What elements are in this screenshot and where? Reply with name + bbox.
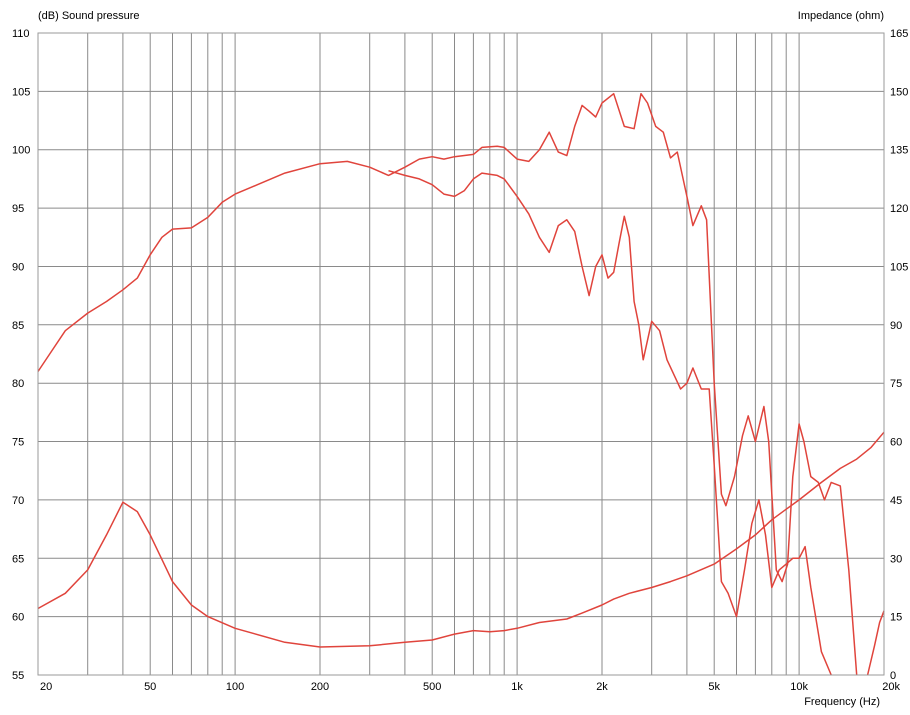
tick-labels: 55 60 65 70 75 80 85 90 95 100 105 110 0 15 30 45 60 75 90… — [12, 28, 908, 693]
y2-tick-label: 90 — [890, 320, 902, 332]
y2-tick-label: 60 — [890, 437, 902, 449]
x-tick-label: 1k — [511, 681, 523, 693]
y-tick-label: 105 — [12, 86, 30, 98]
x-tick-label: 2k — [596, 681, 608, 693]
series-line — [37, 431, 885, 648]
y-tick-label: 100 — [12, 145, 30, 157]
grid-lines — [38, 32, 884, 676]
y2-tick-label: 45 — [890, 495, 902, 507]
y-tick-label: 70 — [12, 495, 24, 507]
x-tick-label: 500 — [423, 681, 441, 693]
y-tick-label: 80 — [12, 378, 24, 390]
y-tick-label: 85 — [12, 320, 24, 332]
y-tick-label: 110 — [12, 28, 30, 40]
y-tick-label: 75 — [12, 437, 24, 449]
x-tick-label: 10k — [790, 681, 808, 693]
y-tick-label: 90 — [12, 262, 24, 274]
y2-axis-label: Impedance (ohm) — [798, 10, 884, 22]
x-tick-label: 20 — [40, 681, 52, 693]
y2-tick-label: 165 — [890, 28, 908, 40]
x-tick-label: 5k — [708, 681, 720, 693]
curves — [37, 92, 885, 676]
series-line — [388, 169, 832, 676]
y-tick-label: 65 — [12, 553, 24, 565]
y2-tick-label: 75 — [890, 378, 902, 390]
y2-tick-label: 150 — [890, 86, 908, 98]
x-tick-label: 50 — [144, 681, 156, 693]
y-tick-label: 60 — [12, 612, 24, 624]
x-tick-label: 20k — [882, 681, 900, 693]
x-axis-label: Frequency (Hz) — [804, 696, 880, 708]
x-tick-label: 200 — [311, 681, 329, 693]
y2-tick-label: 0 — [890, 670, 896, 682]
y2-tick-label: 135 — [890, 145, 908, 157]
y2-tick-label: 30 — [890, 553, 902, 565]
y2-tick-label: 15 — [890, 612, 902, 624]
y-tick-label: 95 — [12, 203, 24, 215]
y2-tick-label: 120 — [890, 203, 908, 215]
series-line — [866, 610, 885, 676]
y2-tick-label: 105 — [890, 262, 908, 274]
plot-frame — [37, 32, 885, 676]
y-tick-label: 55 — [12, 670, 24, 682]
y-axis-label: (dB) Sound pressure — [38, 10, 140, 22]
series-line — [37, 92, 858, 676]
x-tick-label: 100 — [226, 681, 244, 693]
